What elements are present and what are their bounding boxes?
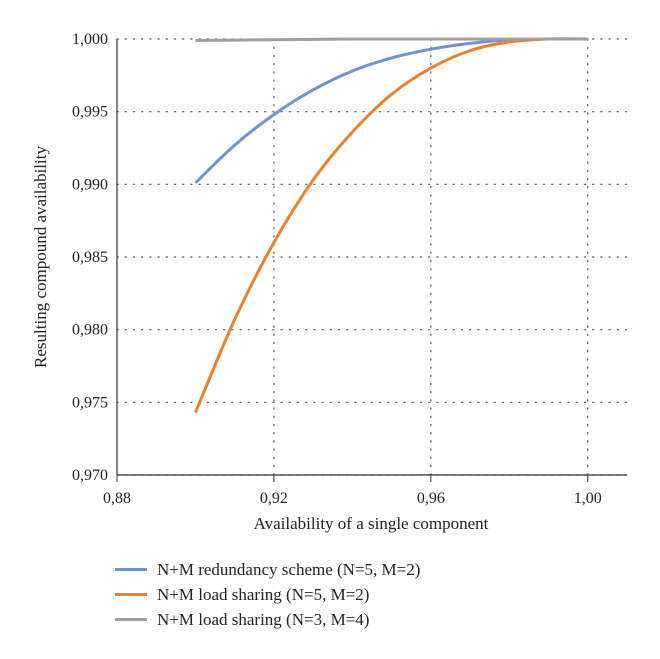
y-tick-label: 0,975	[72, 394, 108, 411]
x-axis-label: Availability of a single component	[254, 514, 489, 533]
x-tick-label: 0,96	[417, 490, 445, 507]
tick-labels: 0,970 0,975 0,980 0,985 0,990 0,995 1,000 0,88 0…	[72, 31, 602, 507]
line-chart: 0,970 0,975 0,980 0,985 0,990 0,995 1,000 0,88 0…	[31, 31, 628, 533]
legend-label: N+M load sharing (N=3, M=4)	[157, 609, 370, 629]
legend-label: N+M load sharing (N=5, M=2)	[157, 584, 370, 604]
legend-swatch-icon	[115, 593, 147, 596]
y-tick-label: 0,985	[72, 249, 108, 266]
y-tick-label: 0,980	[72, 322, 108, 339]
y-tick-label: 1,000	[72, 31, 108, 48]
legend-item: N+M redundancy scheme (N=5, M=2)	[115, 557, 420, 582]
x-tick-label: 1,00	[574, 490, 602, 507]
series-line	[194, 37, 588, 184]
legend-item: N+M load sharing (N=3, M=4)	[115, 607, 420, 632]
x-tick-label: 0,88	[103, 490, 131, 507]
series-lines	[194, 37, 588, 414]
y-axis-label: Resulting compound availability	[31, 146, 50, 368]
legend-swatch-icon	[115, 568, 147, 571]
x-tick-label: 0,92	[260, 490, 288, 507]
y-tick-label: 0,990	[72, 176, 108, 193]
y-tick-label: 0,995	[72, 104, 108, 121]
series-line	[195, 37, 588, 42]
series-line	[194, 37, 588, 414]
legend-item: N+M load sharing (N=5, M=2)	[115, 582, 420, 607]
legend: N+M redundancy scheme (N=5, M=2) N+M loa…	[115, 557, 420, 632]
grid	[116, 38, 628, 476]
legend-label: N+M redundancy scheme (N=5, M=2)	[157, 559, 421, 579]
legend-swatch-icon	[115, 618, 147, 621]
axes	[116, 39, 627, 482]
y-tick-label: 0,970	[72, 467, 108, 484]
